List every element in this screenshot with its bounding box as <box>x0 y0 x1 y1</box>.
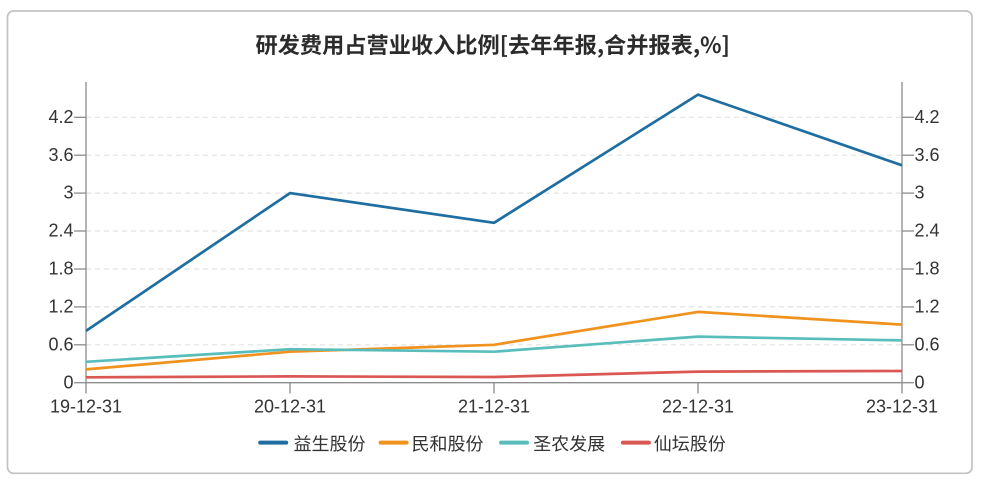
svg-text:4.2: 4.2 <box>48 107 73 127</box>
svg-text:1.8: 1.8 <box>48 259 73 279</box>
svg-text:4.2: 4.2 <box>915 107 940 127</box>
svg-text:3.6: 3.6 <box>48 145 73 165</box>
svg-text:3: 3 <box>915 183 925 203</box>
svg-text:20-12-31: 20-12-31 <box>254 397 326 417</box>
svg-text:23-12-31: 23-12-31 <box>866 397 938 417</box>
svg-text:2.4: 2.4 <box>915 221 940 241</box>
svg-text:0: 0 <box>915 372 925 392</box>
svg-text:1.2: 1.2 <box>915 297 940 317</box>
svg-text:1.8: 1.8 <box>915 259 940 279</box>
svg-text:0.6: 0.6 <box>48 334 73 354</box>
svg-text:21-12-31: 21-12-31 <box>458 397 530 417</box>
svg-text:3: 3 <box>63 183 73 203</box>
svg-text:2.4: 2.4 <box>48 221 73 241</box>
svg-text:19-12-31: 19-12-31 <box>50 397 122 417</box>
svg-text:3.6: 3.6 <box>915 145 940 165</box>
svg-text:0.6: 0.6 <box>915 334 940 354</box>
svg-text:0: 0 <box>63 372 73 392</box>
svg-text:1.2: 1.2 <box>48 297 73 317</box>
svg-text:22-12-31: 22-12-31 <box>662 397 734 417</box>
